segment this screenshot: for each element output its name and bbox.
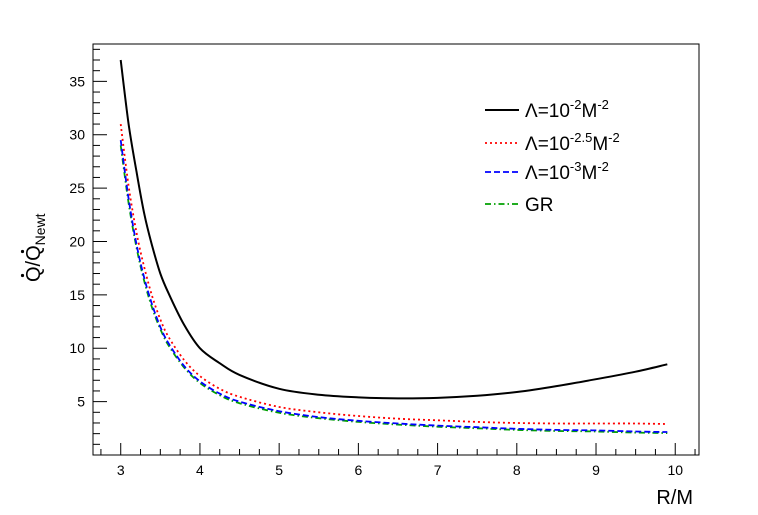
series-line-1 [119,123,668,425]
legend-label-1: Λ=10-2.5M-2 [525,130,620,155]
series-lines [119,59,668,434]
x-tick-label: 9 [592,462,600,478]
y-tick-label: 25 [69,180,85,196]
y-axis-dot-2 [20,249,25,254]
x-tick-label: 4 [196,462,204,478]
series-line-0 [119,59,668,400]
series-line-3 [119,145,668,434]
y-tick-label: 35 [69,73,85,89]
y-tick-label: 5 [77,394,85,410]
legend-label-2: Λ=10-3M-2 [525,159,609,184]
legend-label-3: GR [525,195,554,216]
x-tick-label: 6 [354,462,362,478]
y-tick-label: 20 [69,233,85,249]
y-axis-dot-1 [20,273,25,278]
y-tick-label: 15 [69,287,85,303]
legend: Λ=10-2M-2 Λ=10-2.5M-2 Λ=10-3M-2 GR [485,97,620,216]
series-line-2 [119,139,668,433]
y-axis-title-main: Q/Q [23,245,45,282]
y-axis-title-sub: Newt [32,213,48,245]
x-axis-title: R/M [656,487,693,509]
plot-frame [92,43,700,456]
y-tick-label: 30 [69,127,85,143]
svg-text:Q/QNewt: Q/QNewt [23,213,48,282]
x-tick-label: 5 [275,462,283,478]
x-tick-label: 8 [513,462,521,478]
x-tick-label: 3 [117,462,125,478]
x-axis-ticks: 3 4 5 6 7 8 9 10 [100,443,696,478]
legend-label-0: Λ=10-2M-2 [525,97,609,122]
x-tick-label: 10 [667,462,683,478]
x-tick-label: 7 [434,462,442,478]
y-axis-ticks: 5 10 15 20 25 30 35 [69,48,107,445]
y-tick-label: 10 [69,340,85,356]
y-axis-title: Q/QNewt [20,213,48,282]
